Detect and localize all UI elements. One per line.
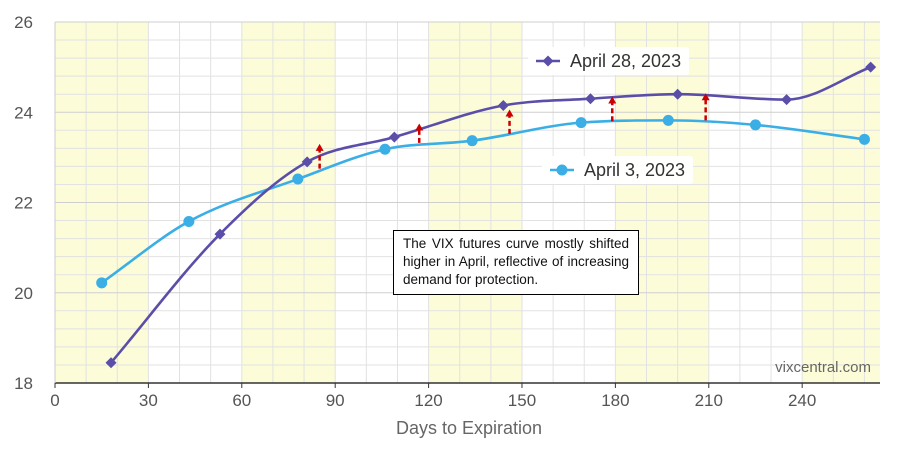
shift-arrow-head: [415, 123, 424, 131]
data-point: [781, 94, 793, 106]
x-tick-labels: 0 30 60 90 120 150 180 210 240: [50, 383, 816, 410]
grid-lines: [54, 21, 880, 384]
series-markers: [96, 61, 877, 369]
y-tick-label: 26: [14, 13, 33, 32]
data-point: [292, 173, 304, 185]
x-tick-label: 60: [232, 391, 251, 410]
data-point: [865, 61, 877, 73]
data-point: [301, 156, 313, 168]
y-tick-label: 22: [14, 194, 33, 213]
data-point: [388, 131, 400, 143]
data-point: [379, 143, 391, 155]
legend-marker: [542, 55, 554, 67]
series-line: [110, 65, 872, 364]
y-tick-label: 20: [14, 284, 33, 303]
data-point: [858, 133, 870, 145]
data-point: [466, 135, 478, 147]
axes: [54, 22, 880, 384]
data-point: [672, 88, 684, 100]
x-tick-label: 180: [601, 391, 629, 410]
shift-arrow-head: [505, 109, 514, 117]
x-tick-label: 210: [695, 391, 723, 410]
annotation-box: The VIX futures curve mostly shifted hig…: [393, 230, 639, 295]
data-point: [584, 93, 596, 105]
legend-background: [542, 156, 694, 184]
data-point: [105, 357, 117, 369]
x-tick-label: 150: [508, 391, 536, 410]
data-point: [214, 228, 226, 240]
legend-background: [528, 47, 690, 75]
x-tick-label: 30: [139, 391, 158, 410]
source-credit: vixcentral.com: [775, 359, 871, 376]
shift-arrow-head: [701, 93, 710, 101]
data-point: [497, 99, 509, 111]
legend-marker: [556, 164, 568, 176]
y-tick-label: 18: [14, 374, 33, 393]
y-tick-label: 24: [14, 103, 33, 122]
data-point: [662, 114, 674, 126]
shift-arrow-head: [315, 143, 324, 151]
y-tick-labels: 18 20 22 24 26: [14, 13, 33, 393]
x-tick-label: 0: [50, 391, 59, 410]
legend-label: April 3, 2023: [584, 160, 685, 180]
data-point: [96, 277, 108, 289]
data-point: [183, 215, 195, 227]
x-tick-label: 120: [414, 391, 442, 410]
data-point: [749, 119, 761, 131]
data-point: [575, 117, 587, 129]
series-legends: April 28, 2023 April 3, 2023: [528, 47, 694, 184]
legend-label: April 28, 2023: [570, 51, 681, 71]
x-axis-title: Days to Expiration: [396, 418, 542, 438]
x-tick-label: 90: [326, 391, 345, 410]
shift-arrows: [315, 93, 710, 169]
shift-arrow-head: [608, 96, 617, 104]
x-tick-label: 240: [788, 391, 816, 410]
